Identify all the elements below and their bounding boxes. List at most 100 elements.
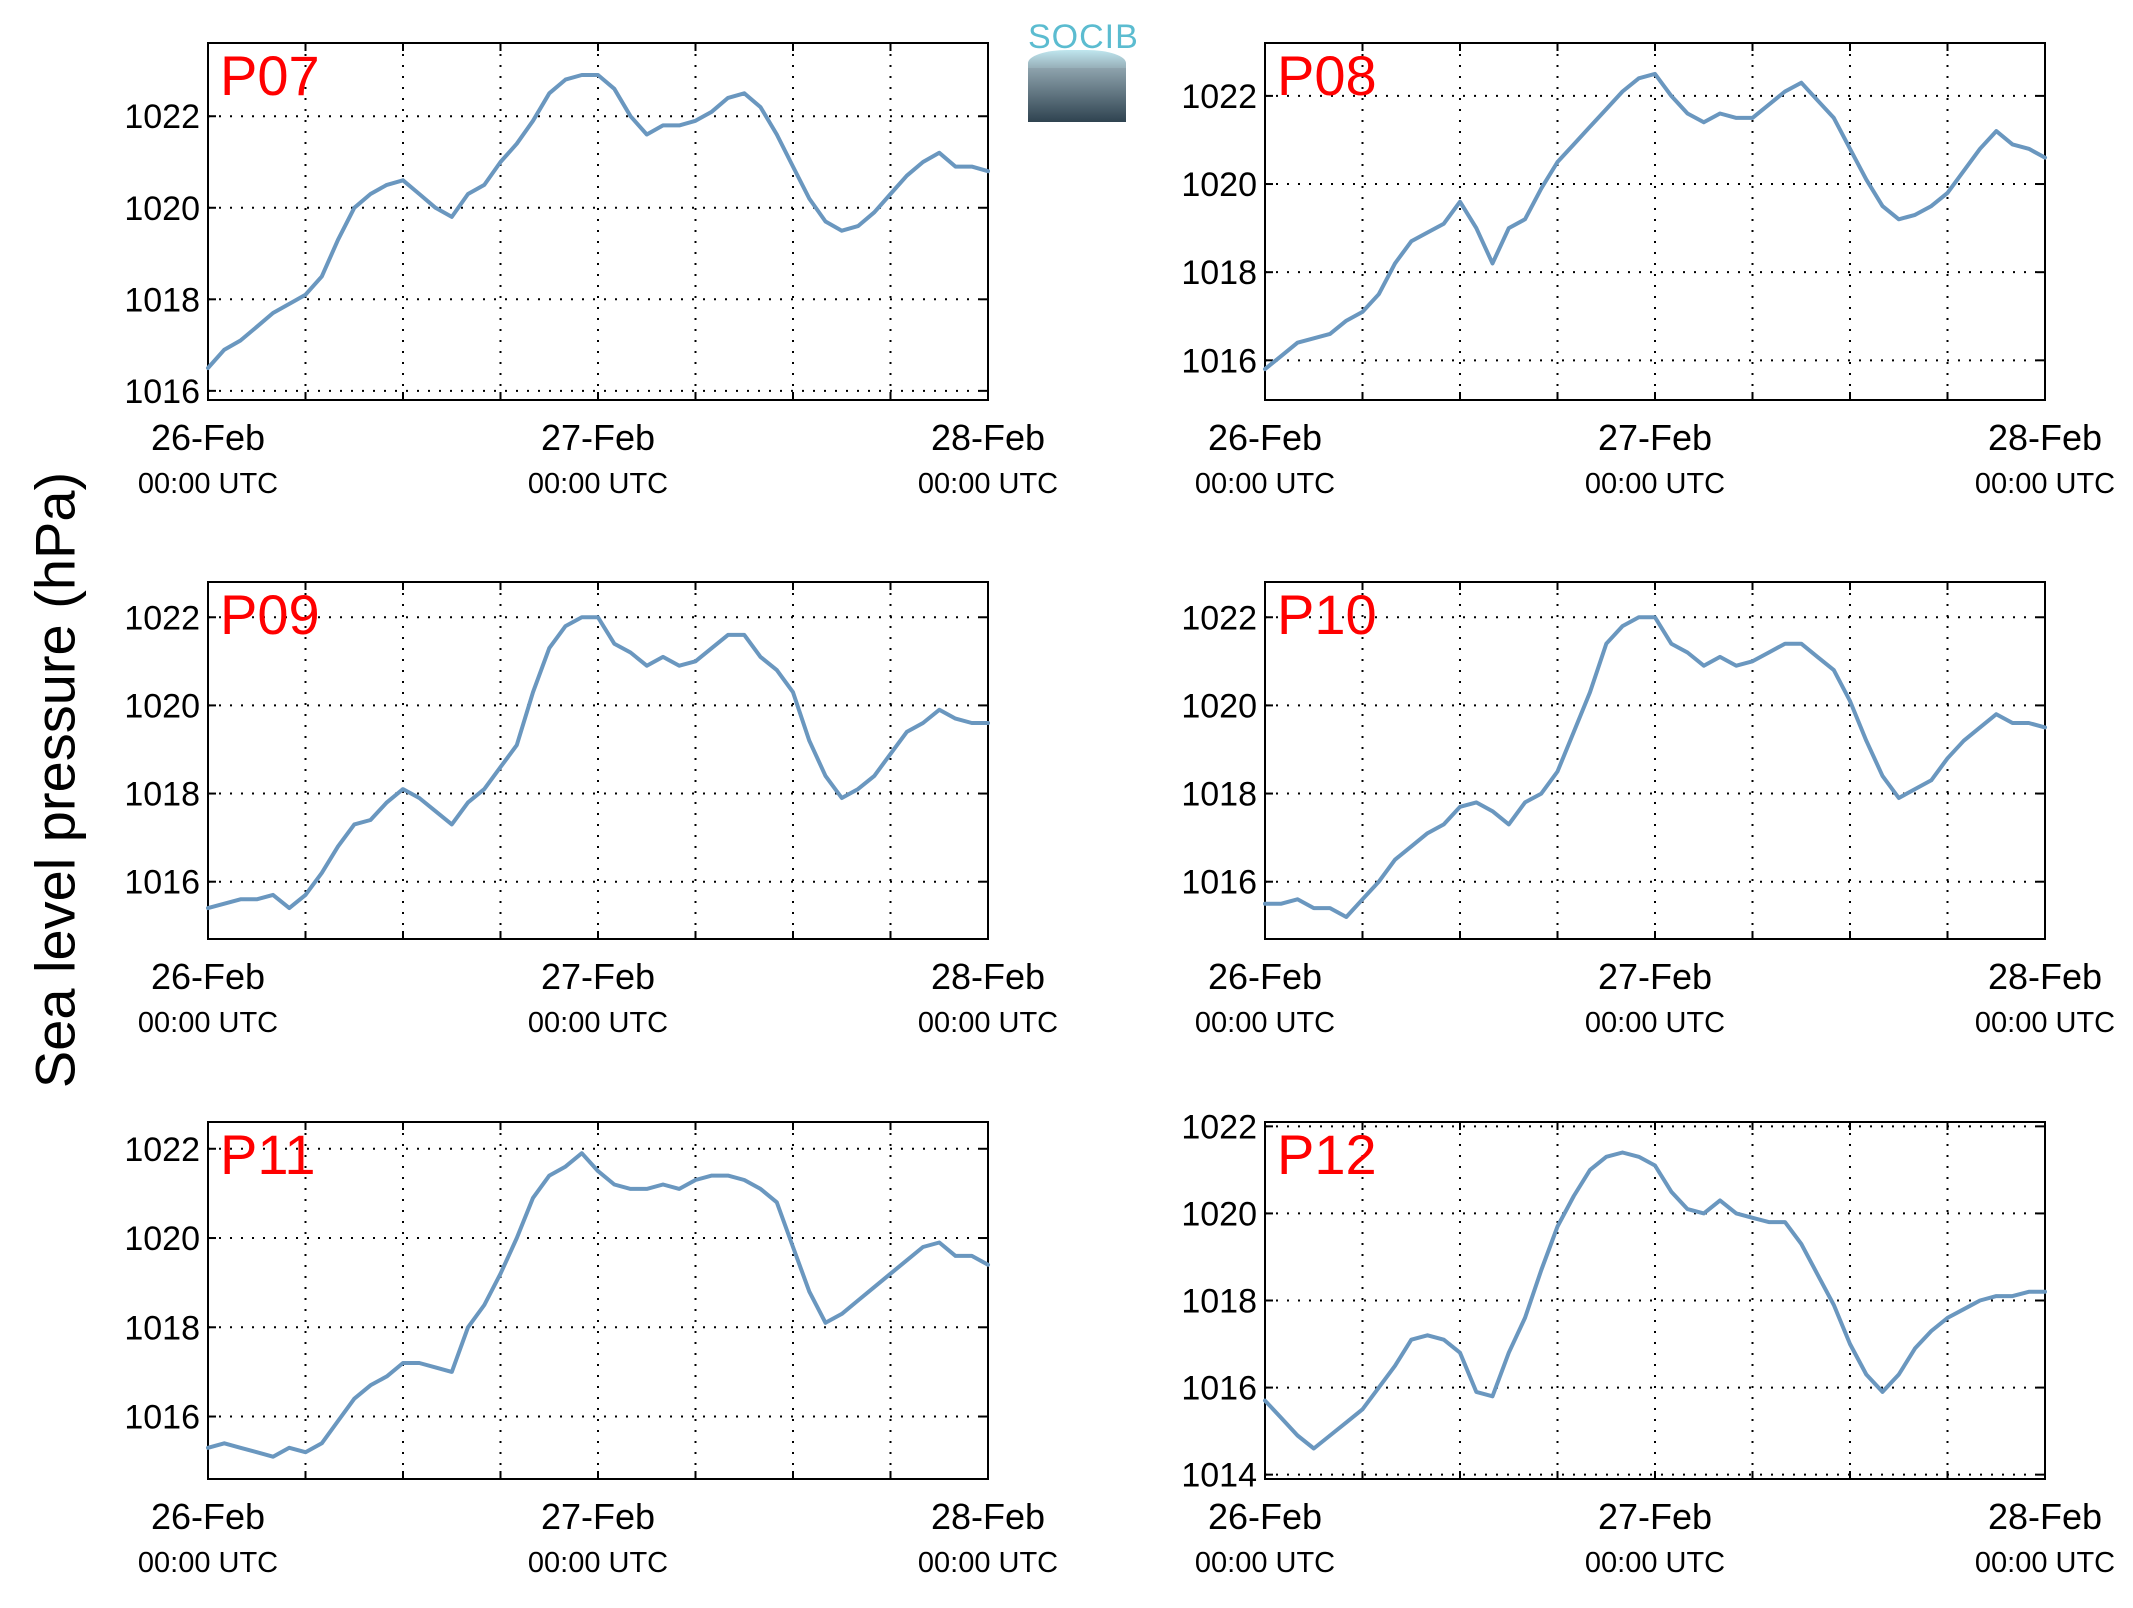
data-point	[953, 717, 958, 721]
data-point	[466, 800, 470, 804]
data-point	[807, 739, 811, 743]
x-tick-label-time: 00:00 UTC	[1585, 1547, 1725, 1579]
data-point	[385, 1374, 389, 1378]
axes-frame	[1264, 581, 2046, 940]
data-point	[1945, 756, 1950, 760]
data-point	[1913, 213, 1917, 217]
x-tick-label-time: 00:00 UTC	[138, 468, 278, 500]
panel-p09: 1016 1018 1020 1022 26-Feb 00:00 UTC 27-Feb 00:…	[124, 581, 1058, 1039]
data-point	[1344, 1420, 1348, 1425]
data-point	[1555, 1224, 1560, 1229]
data-point	[222, 1441, 226, 1445]
x-tick-label-time: 00:00 UTC	[1975, 1547, 2115, 1579]
data-point	[1718, 111, 1722, 116]
data-point	[1637, 615, 1641, 619]
data-point	[1344, 915, 1348, 919]
data-point	[1702, 664, 1706, 668]
data-point	[661, 123, 665, 127]
y-tick-label: 1014	[1181, 1457, 1257, 1495]
x-tick-label-date: 26-Feb	[151, 417, 265, 458]
y-tick-label: 1018	[1181, 776, 1257, 814]
data-point	[742, 1178, 746, 1182]
data-point	[222, 902, 226, 906]
logo-block-graphic	[1028, 68, 1126, 122]
data-point	[1507, 1351, 1511, 1355]
data-point	[417, 192, 421, 196]
data-point	[1978, 1298, 1982, 1303]
data-point	[1750, 116, 1755, 120]
data-point	[1962, 169, 1966, 173]
data-point	[1555, 160, 1560, 164]
data-point	[1815, 1272, 1820, 1276]
data-point	[693, 119, 698, 123]
data-point	[1588, 690, 1592, 694]
data-point	[2027, 147, 2031, 151]
data-point	[238, 1446, 243, 1450]
x-tick-label-date: 26-Feb	[151, 1496, 265, 1537]
data-point	[238, 338, 243, 343]
y-tick-label: 1020	[124, 190, 200, 228]
data-point	[352, 206, 356, 210]
y-tick-label: 1022	[124, 98, 200, 136]
data-point	[1409, 1338, 1413, 1342]
data-point	[1458, 200, 1462, 204]
data-point	[482, 183, 486, 187]
y-tick-label: 1022	[1181, 599, 1257, 637]
data-point	[336, 1419, 340, 1423]
data-point	[677, 664, 681, 668]
x-tick-label-time: 00:00 UTC	[1975, 1007, 2115, 1039]
data-point	[1474, 226, 1478, 230]
x-tick-label-time: 00:00 UTC	[528, 1007, 668, 1039]
data-point	[1734, 1211, 1738, 1216]
data-point	[693, 1178, 698, 1182]
data-point	[628, 650, 633, 655]
data-point	[1783, 89, 1787, 94]
series-line-p08	[1263, 71, 2047, 372]
data-point	[2010, 1294, 2015, 1298]
data-point	[628, 1187, 633, 1191]
data-point	[1539, 1268, 1543, 1272]
data-point	[1409, 844, 1413, 849]
data-point	[1962, 1307, 1966, 1311]
data-point	[661, 655, 665, 659]
data-point	[970, 164, 974, 169]
x-tick-label-date: 27-Feb	[541, 956, 655, 997]
data-point	[1377, 880, 1381, 884]
data-point	[1507, 226, 1511, 230]
data-point	[986, 721, 990, 725]
data-point	[1832, 116, 1836, 120]
data-point	[1734, 116, 1738, 120]
data-point	[710, 646, 714, 650]
data-point	[1572, 142, 1576, 146]
data-point	[937, 708, 941, 712]
data-point	[206, 366, 210, 370]
data-point	[953, 1254, 958, 1258]
data-point	[807, 197, 811, 201]
data-point	[450, 1370, 454, 1374]
data-point	[401, 178, 405, 182]
data-point	[287, 1446, 291, 1450]
data-point	[287, 302, 291, 306]
data-point	[1783, 1220, 1787, 1224]
panel-p07: 1016 1018 1020 1022 26-Feb 00:00 UTC 27-Feb 00:…	[124, 42, 1058, 500]
data-point	[1442, 822, 1446, 827]
data-point	[1880, 774, 1885, 778]
data-point	[1767, 1220, 1771, 1224]
data-point	[1360, 1407, 1365, 1411]
data-point	[1263, 1399, 1267, 1403]
data-point	[1328, 332, 1332, 336]
x-tick-label-date: 28-Feb	[1988, 417, 2102, 458]
data-point	[1360, 897, 1365, 901]
data-point	[856, 1298, 860, 1303]
data-point	[320, 871, 324, 875]
data-point	[515, 1236, 519, 1240]
data-point	[1328, 1433, 1332, 1438]
data-point	[1523, 217, 1527, 221]
data-point	[677, 123, 681, 127]
data-point	[888, 752, 893, 756]
series-line-p12	[1263, 1150, 2047, 1451]
panel-p12: 1014 1016 1018 1020 1022 26-Feb 00:00 UTC 27-Fe…	[1181, 1108, 2115, 1579]
x-tick-label-date: 27-Feb	[1598, 956, 1712, 997]
data-point	[1994, 712, 1998, 716]
data-point	[1442, 1338, 1446, 1342]
